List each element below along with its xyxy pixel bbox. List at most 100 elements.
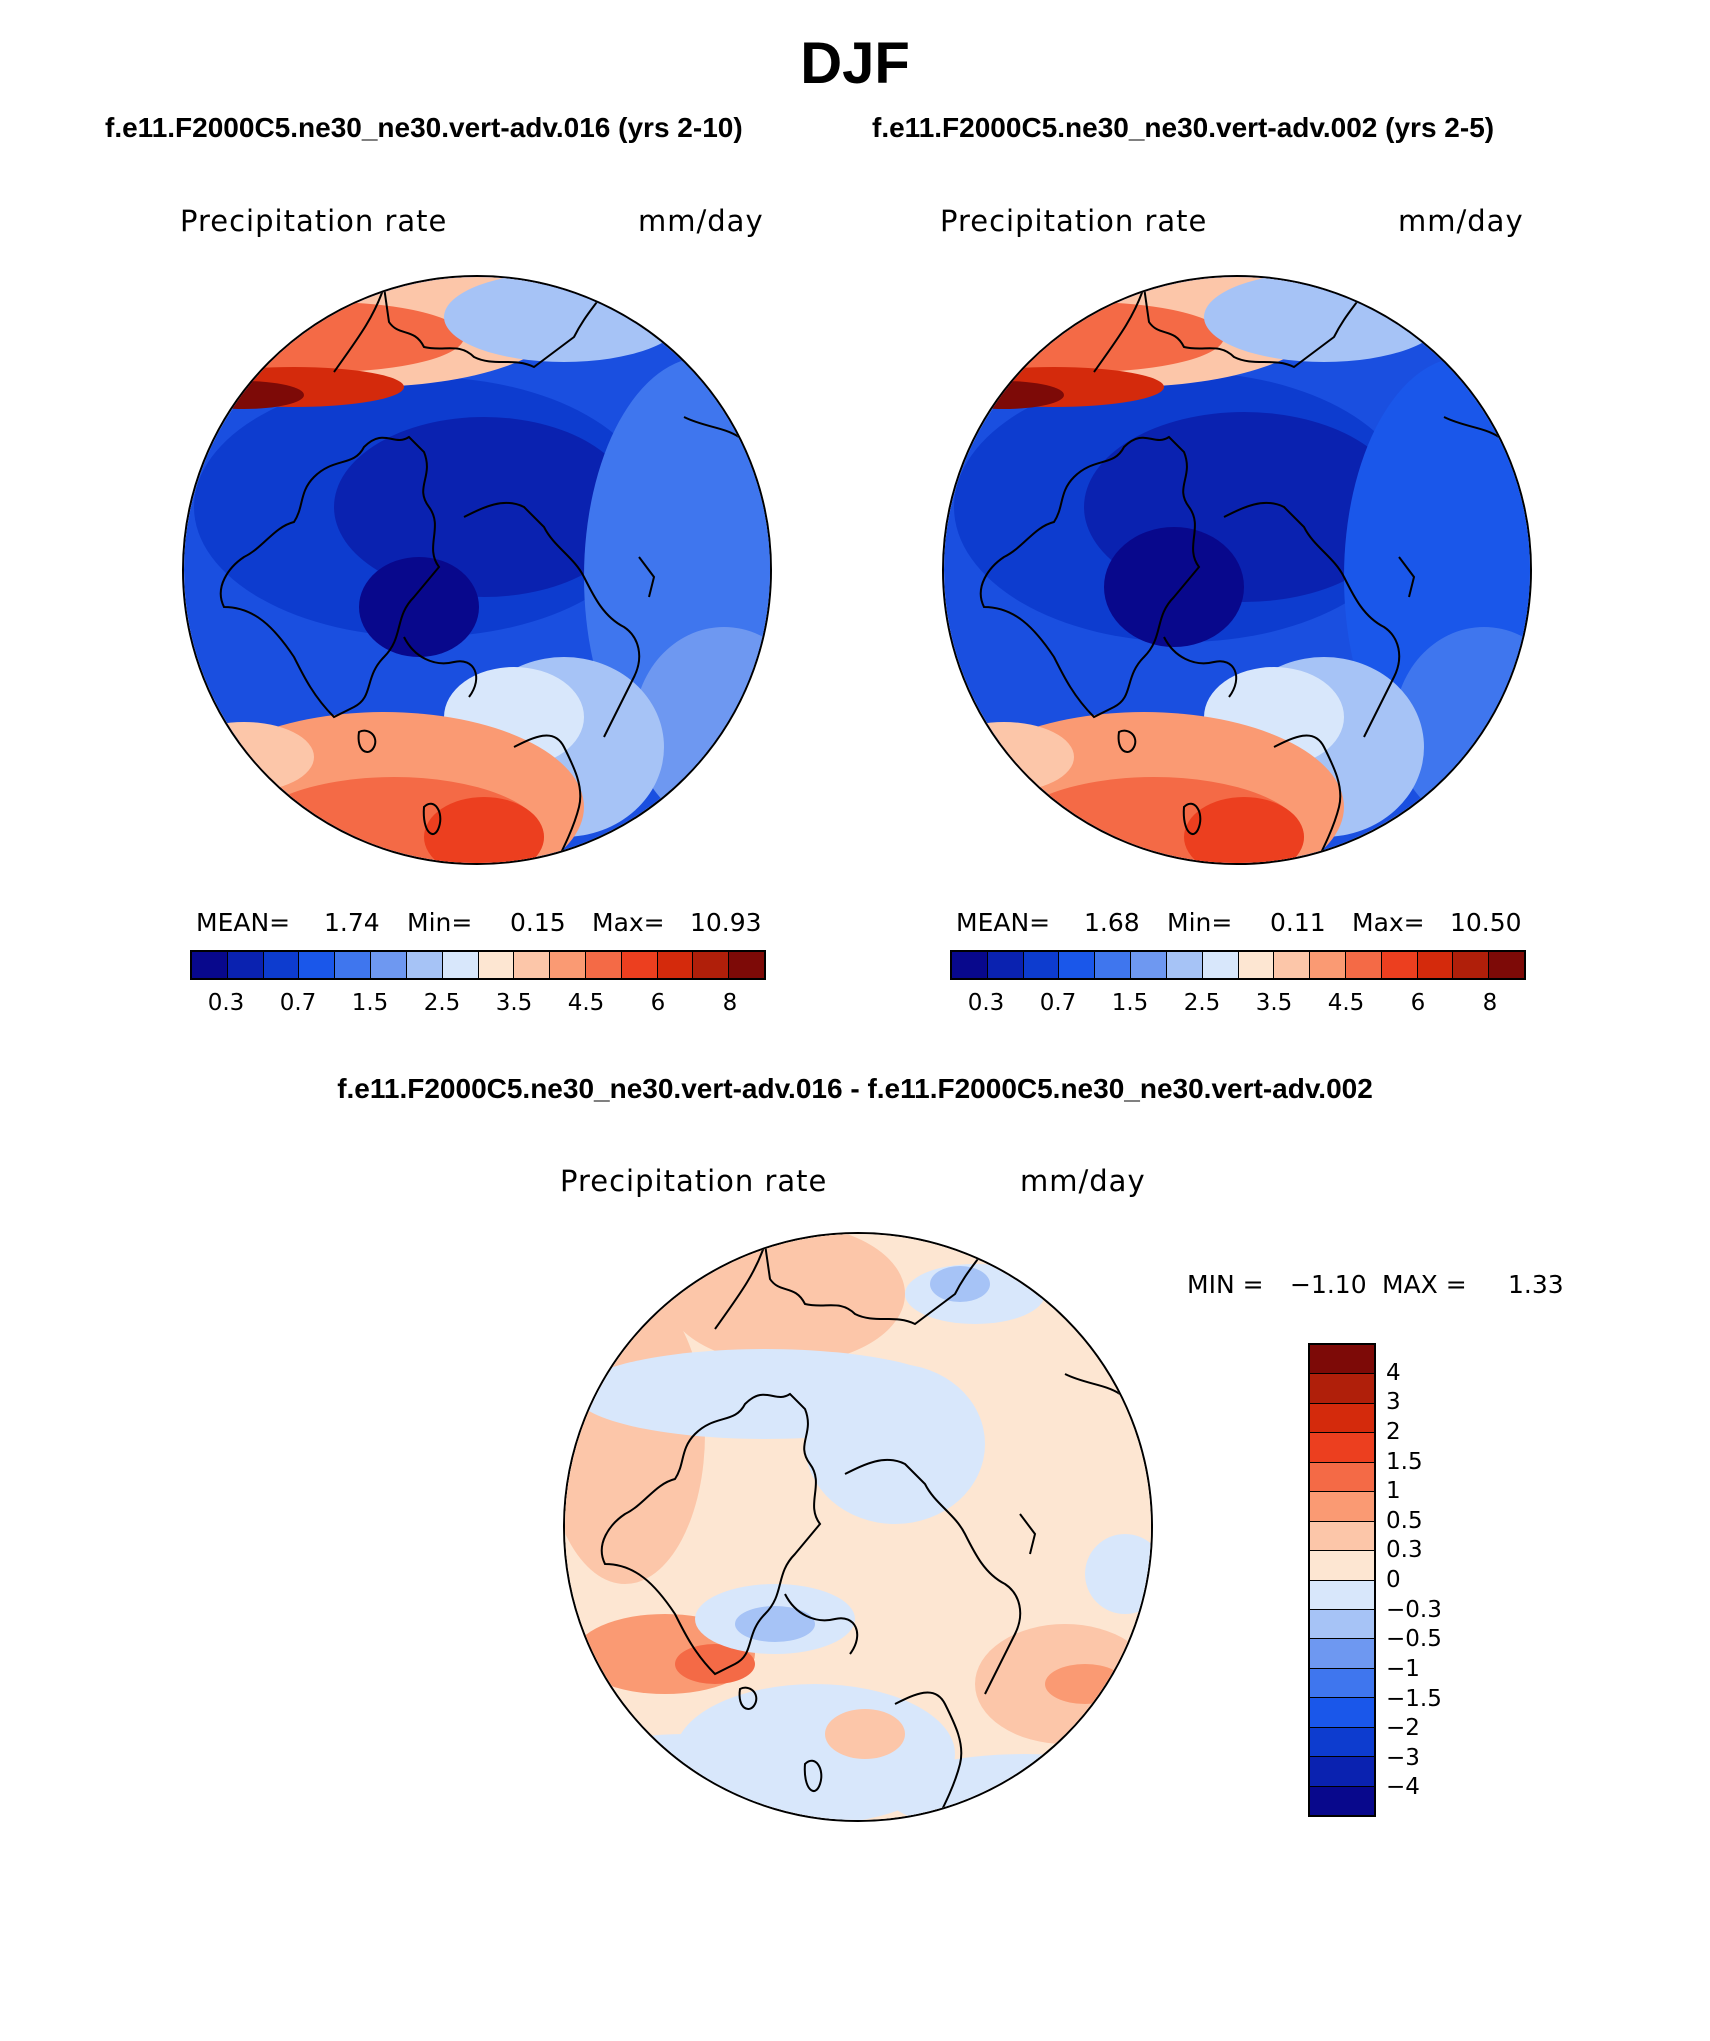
left-variable-label: Precipitation rate bbox=[180, 204, 448, 238]
right-case-title: f.e11.F2000C5.ne30_ne30.vert-adv.002 (yr… bbox=[872, 112, 1495, 143]
left-colorbar-tick-label: 6 bbox=[650, 990, 666, 1016]
diff-colorbar-swatch bbox=[1310, 1668, 1374, 1699]
diff-colorbar-swatch bbox=[1310, 1403, 1374, 1434]
diff-colorbar-tick-label: 1.5 bbox=[1386, 1448, 1423, 1475]
diff-colorbar-tick-label: −4 bbox=[1386, 1774, 1420, 1801]
right-variable-label: Precipitation rate bbox=[940, 204, 1208, 238]
right-units-label: mm/day bbox=[1398, 204, 1524, 238]
right-colorbar-swatch bbox=[1310, 952, 1346, 978]
left-colorbar-tick-label: 0.7 bbox=[279, 990, 317, 1016]
left-colorbar-swatch bbox=[729, 952, 764, 978]
right-colorbar-swatch bbox=[1417, 952, 1454, 978]
right-colorbar-swatch bbox=[1202, 952, 1239, 978]
right-colorbar-swatch bbox=[1381, 952, 1418, 978]
left-colorbar-swatch bbox=[371, 952, 407, 978]
diff-colorbar-swatch bbox=[1310, 1551, 1374, 1581]
diff-min-value: −1.10 bbox=[1290, 1270, 1367, 1299]
diff-max-label: MAX = bbox=[1382, 1270, 1467, 1299]
left-colorbar-swatch bbox=[585, 952, 622, 978]
diff-colorbar-swatch bbox=[1310, 1492, 1374, 1522]
right-colorbar-tick-label: 4.5 bbox=[1327, 990, 1365, 1016]
diff-units-label: mm/day bbox=[1020, 1164, 1146, 1198]
left-max-value: 10.93 bbox=[690, 908, 762, 937]
diff-colorbar-swatch bbox=[1310, 1786, 1374, 1815]
diff-colorbar-swatch bbox=[1310, 1580, 1374, 1610]
right-colorbar-swatch bbox=[1274, 952, 1311, 978]
left-colorbar bbox=[190, 950, 766, 980]
left-colorbar-swatch bbox=[406, 952, 443, 978]
left-colorbar-swatch bbox=[657, 952, 694, 978]
right-mean-value: 1.68 bbox=[1084, 908, 1140, 937]
diff-colorbar-swatch bbox=[1310, 1462, 1374, 1493]
diff-variable-label: Precipitation rate bbox=[560, 1164, 828, 1198]
left-colorbar-tick-label: 8 bbox=[722, 990, 738, 1016]
right-colorbar-swatch bbox=[1345, 952, 1382, 978]
left-colorbar-swatch bbox=[299, 952, 336, 978]
left-mean-label: MEAN= bbox=[196, 908, 291, 937]
left-units-label: mm/day bbox=[638, 204, 764, 238]
diff-colorbar-tick-label: −2 bbox=[1386, 1715, 1420, 1742]
diff-colorbar-tick-label: 3 bbox=[1386, 1389, 1401, 1416]
diff-colorbar-swatch bbox=[1310, 1433, 1374, 1463]
diff-colorbar-tick-label: −1.5 bbox=[1386, 1685, 1442, 1712]
left-colorbar-swatch bbox=[335, 952, 372, 978]
right-colorbar-swatch bbox=[1238, 952, 1275, 978]
left-colorbar-tick-label: 3.5 bbox=[495, 990, 533, 1016]
right-min-value: 0.11 bbox=[1270, 908, 1326, 937]
left-colorbar-swatch bbox=[693, 952, 730, 978]
diff-colorbar-swatch bbox=[1310, 1521, 1374, 1552]
diff-precip-map bbox=[563, 1232, 1153, 1822]
left-colorbar-swatch bbox=[442, 952, 479, 978]
diff-colorbar-tick-label: 1 bbox=[1386, 1478, 1401, 1505]
left-case-title: f.e11.F2000C5.ne30_ne30.vert-adv.016 (yr… bbox=[105, 112, 743, 143]
diff-colorbar-tick-label: −3 bbox=[1386, 1744, 1420, 1771]
right-max-value: 10.50 bbox=[1450, 908, 1522, 937]
left-colorbar-ticks: 0.3 0.7 1.5 2.5 3.5 4.5 6 8 bbox=[190, 990, 766, 1020]
diff-colorbar-tick-label: 0.5 bbox=[1386, 1507, 1423, 1534]
diff-colorbar-ticks: 4 3 2 1.5 1 0.5 0.3 0 −0.3 −0.5 −1 −1.5 −2 −3 −4 bbox=[1386, 1343, 1486, 1817]
left-colorbar-tick-label: 1.5 bbox=[351, 990, 389, 1016]
diff-colorbar-swatch bbox=[1310, 1727, 1374, 1758]
left-precip-map bbox=[182, 275, 772, 865]
right-colorbar bbox=[950, 950, 1526, 980]
right-colorbar-tick-label: 2.5 bbox=[1183, 990, 1221, 1016]
right-colorbar-swatch bbox=[1453, 952, 1490, 978]
right-min-label: Min= bbox=[1167, 908, 1233, 937]
figure-title: DJF bbox=[800, 31, 910, 96]
diff-max-value: 1.33 bbox=[1508, 1270, 1564, 1299]
right-colorbar-swatch bbox=[1166, 952, 1203, 978]
right-colorbar-swatch bbox=[1095, 952, 1132, 978]
right-colorbar-swatch bbox=[1059, 952, 1096, 978]
left-min-label: Min= bbox=[407, 908, 473, 937]
right-colorbar-ticks: 0.3 0.7 1.5 2.5 3.5 4.5 6 8 bbox=[950, 990, 1526, 1020]
right-colorbar-swatch bbox=[987, 952, 1024, 978]
right-mean-label: MEAN= bbox=[956, 908, 1051, 937]
left-colorbar-swatch bbox=[192, 952, 228, 978]
right-colorbar-swatch bbox=[1023, 952, 1060, 978]
diff-colorbar-tick-label: 4 bbox=[1386, 1359, 1401, 1386]
diff-colorbar-tick-label: −0.3 bbox=[1386, 1596, 1442, 1623]
diff-colorbar-swatch bbox=[1310, 1757, 1374, 1787]
left-colorbar-swatch bbox=[621, 952, 658, 978]
left-colorbar-tick-label: 2.5 bbox=[423, 990, 461, 1016]
diff-colorbar-swatch bbox=[1310, 1698, 1374, 1728]
right-colorbar-tick-label: 0.3 bbox=[967, 990, 1005, 1016]
diff-colorbar-tick-label: 0 bbox=[1386, 1567, 1401, 1593]
diff-colorbar-swatch bbox=[1310, 1639, 1374, 1669]
diff-case-title: f.e11.F2000C5.ne30_ne30.vert-adv.016 - f… bbox=[337, 1073, 1373, 1104]
diff-colorbar-swatch bbox=[1310, 1345, 1374, 1375]
left-colorbar-tick-label: 0.3 bbox=[207, 990, 245, 1016]
right-max-label: Max= bbox=[1352, 908, 1425, 937]
right-colorbar-swatch bbox=[952, 952, 988, 978]
left-max-label: Max= bbox=[592, 908, 665, 937]
right-colorbar-tick-label: 8 bbox=[1482, 990, 1498, 1016]
left-mean-value: 1.74 bbox=[324, 908, 380, 937]
right-colorbar-tick-label: 3.5 bbox=[1255, 990, 1293, 1016]
left-colorbar-swatch bbox=[263, 952, 300, 978]
right-precip-map bbox=[942, 275, 1532, 865]
diff-colorbar-tick-label: −1 bbox=[1386, 1655, 1420, 1682]
diff-colorbar-tick-label: −0.5 bbox=[1386, 1626, 1442, 1653]
left-colorbar-swatch bbox=[478, 952, 515, 978]
right-colorbar-swatch bbox=[1131, 952, 1167, 978]
left-colorbar-swatch bbox=[514, 952, 551, 978]
